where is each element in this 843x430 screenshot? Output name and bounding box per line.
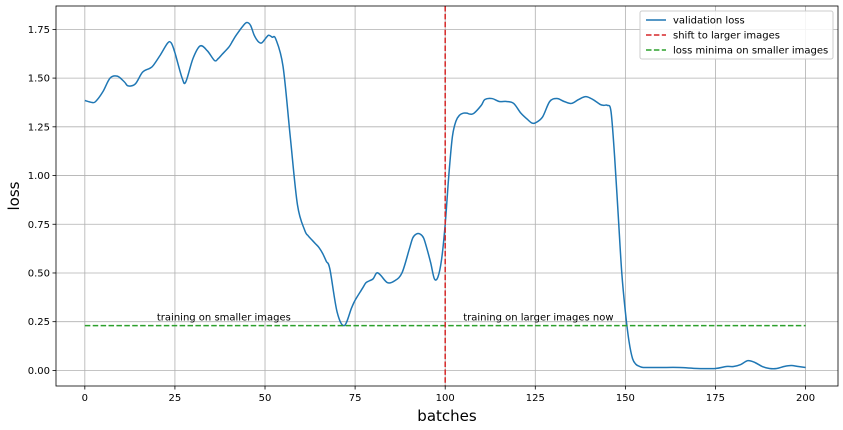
y-tick-label: 0.25 [28, 317, 50, 328]
x-tick-label: 200 [796, 393, 815, 404]
legend-label: loss minima on smaller images [673, 46, 828, 57]
plot-area [84, 6, 806, 386]
x-tick-label: 75 [349, 393, 362, 404]
grid [56, 6, 838, 386]
axis-ticks: 0 25 50 75 100 125 150 175 200 0.00 0.25 0.50 0.75 1.… [28, 25, 815, 404]
x-axis-title: batches [417, 407, 477, 425]
y-axis-title: loss [5, 181, 23, 210]
legend-box [639, 10, 834, 60]
y-tick-label: 0.00 [28, 366, 50, 377]
y-tick-label: 1.25 [28, 122, 50, 133]
x-tick-label: 25 [169, 393, 182, 404]
y-tick-label: 1.75 [28, 25, 50, 36]
annotations: training on smaller images training on la… [157, 313, 614, 324]
x-tick-label: 175 [706, 393, 725, 404]
legend-label: shift to larger images [673, 31, 780, 42]
legend-label: validation loss [673, 16, 745, 27]
y-tick-label: 0.75 [28, 220, 50, 231]
y-tick-label: 1.50 [28, 74, 50, 85]
annotation-text: training on smaller images [157, 313, 291, 324]
x-tick-label: 125 [526, 393, 545, 404]
x-tick-label: 100 [436, 393, 455, 404]
x-tick-label: 0 [82, 393, 88, 404]
y-tick-label: 0.50 [28, 268, 50, 279]
plot-frame [55, 5, 839, 387]
annotation-text: training on larger images now [463, 313, 613, 324]
validation-loss-line [84, 21, 806, 370]
x-tick-label: 50 [259, 393, 272, 404]
legend: validation loss shift to larger images los… [639, 10, 834, 60]
x-tick-label: 150 [616, 393, 635, 404]
y-tick-label: 1.00 [28, 171, 50, 182]
